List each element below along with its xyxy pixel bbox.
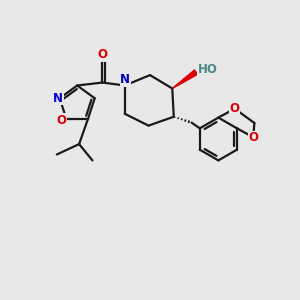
Text: N: N xyxy=(120,73,130,86)
Text: O: O xyxy=(98,48,108,62)
Text: N: N xyxy=(53,92,63,105)
Text: O: O xyxy=(56,114,66,127)
Text: O: O xyxy=(230,102,240,115)
Text: HO: HO xyxy=(197,63,217,76)
Text: O: O xyxy=(248,131,258,144)
Polygon shape xyxy=(172,70,198,88)
